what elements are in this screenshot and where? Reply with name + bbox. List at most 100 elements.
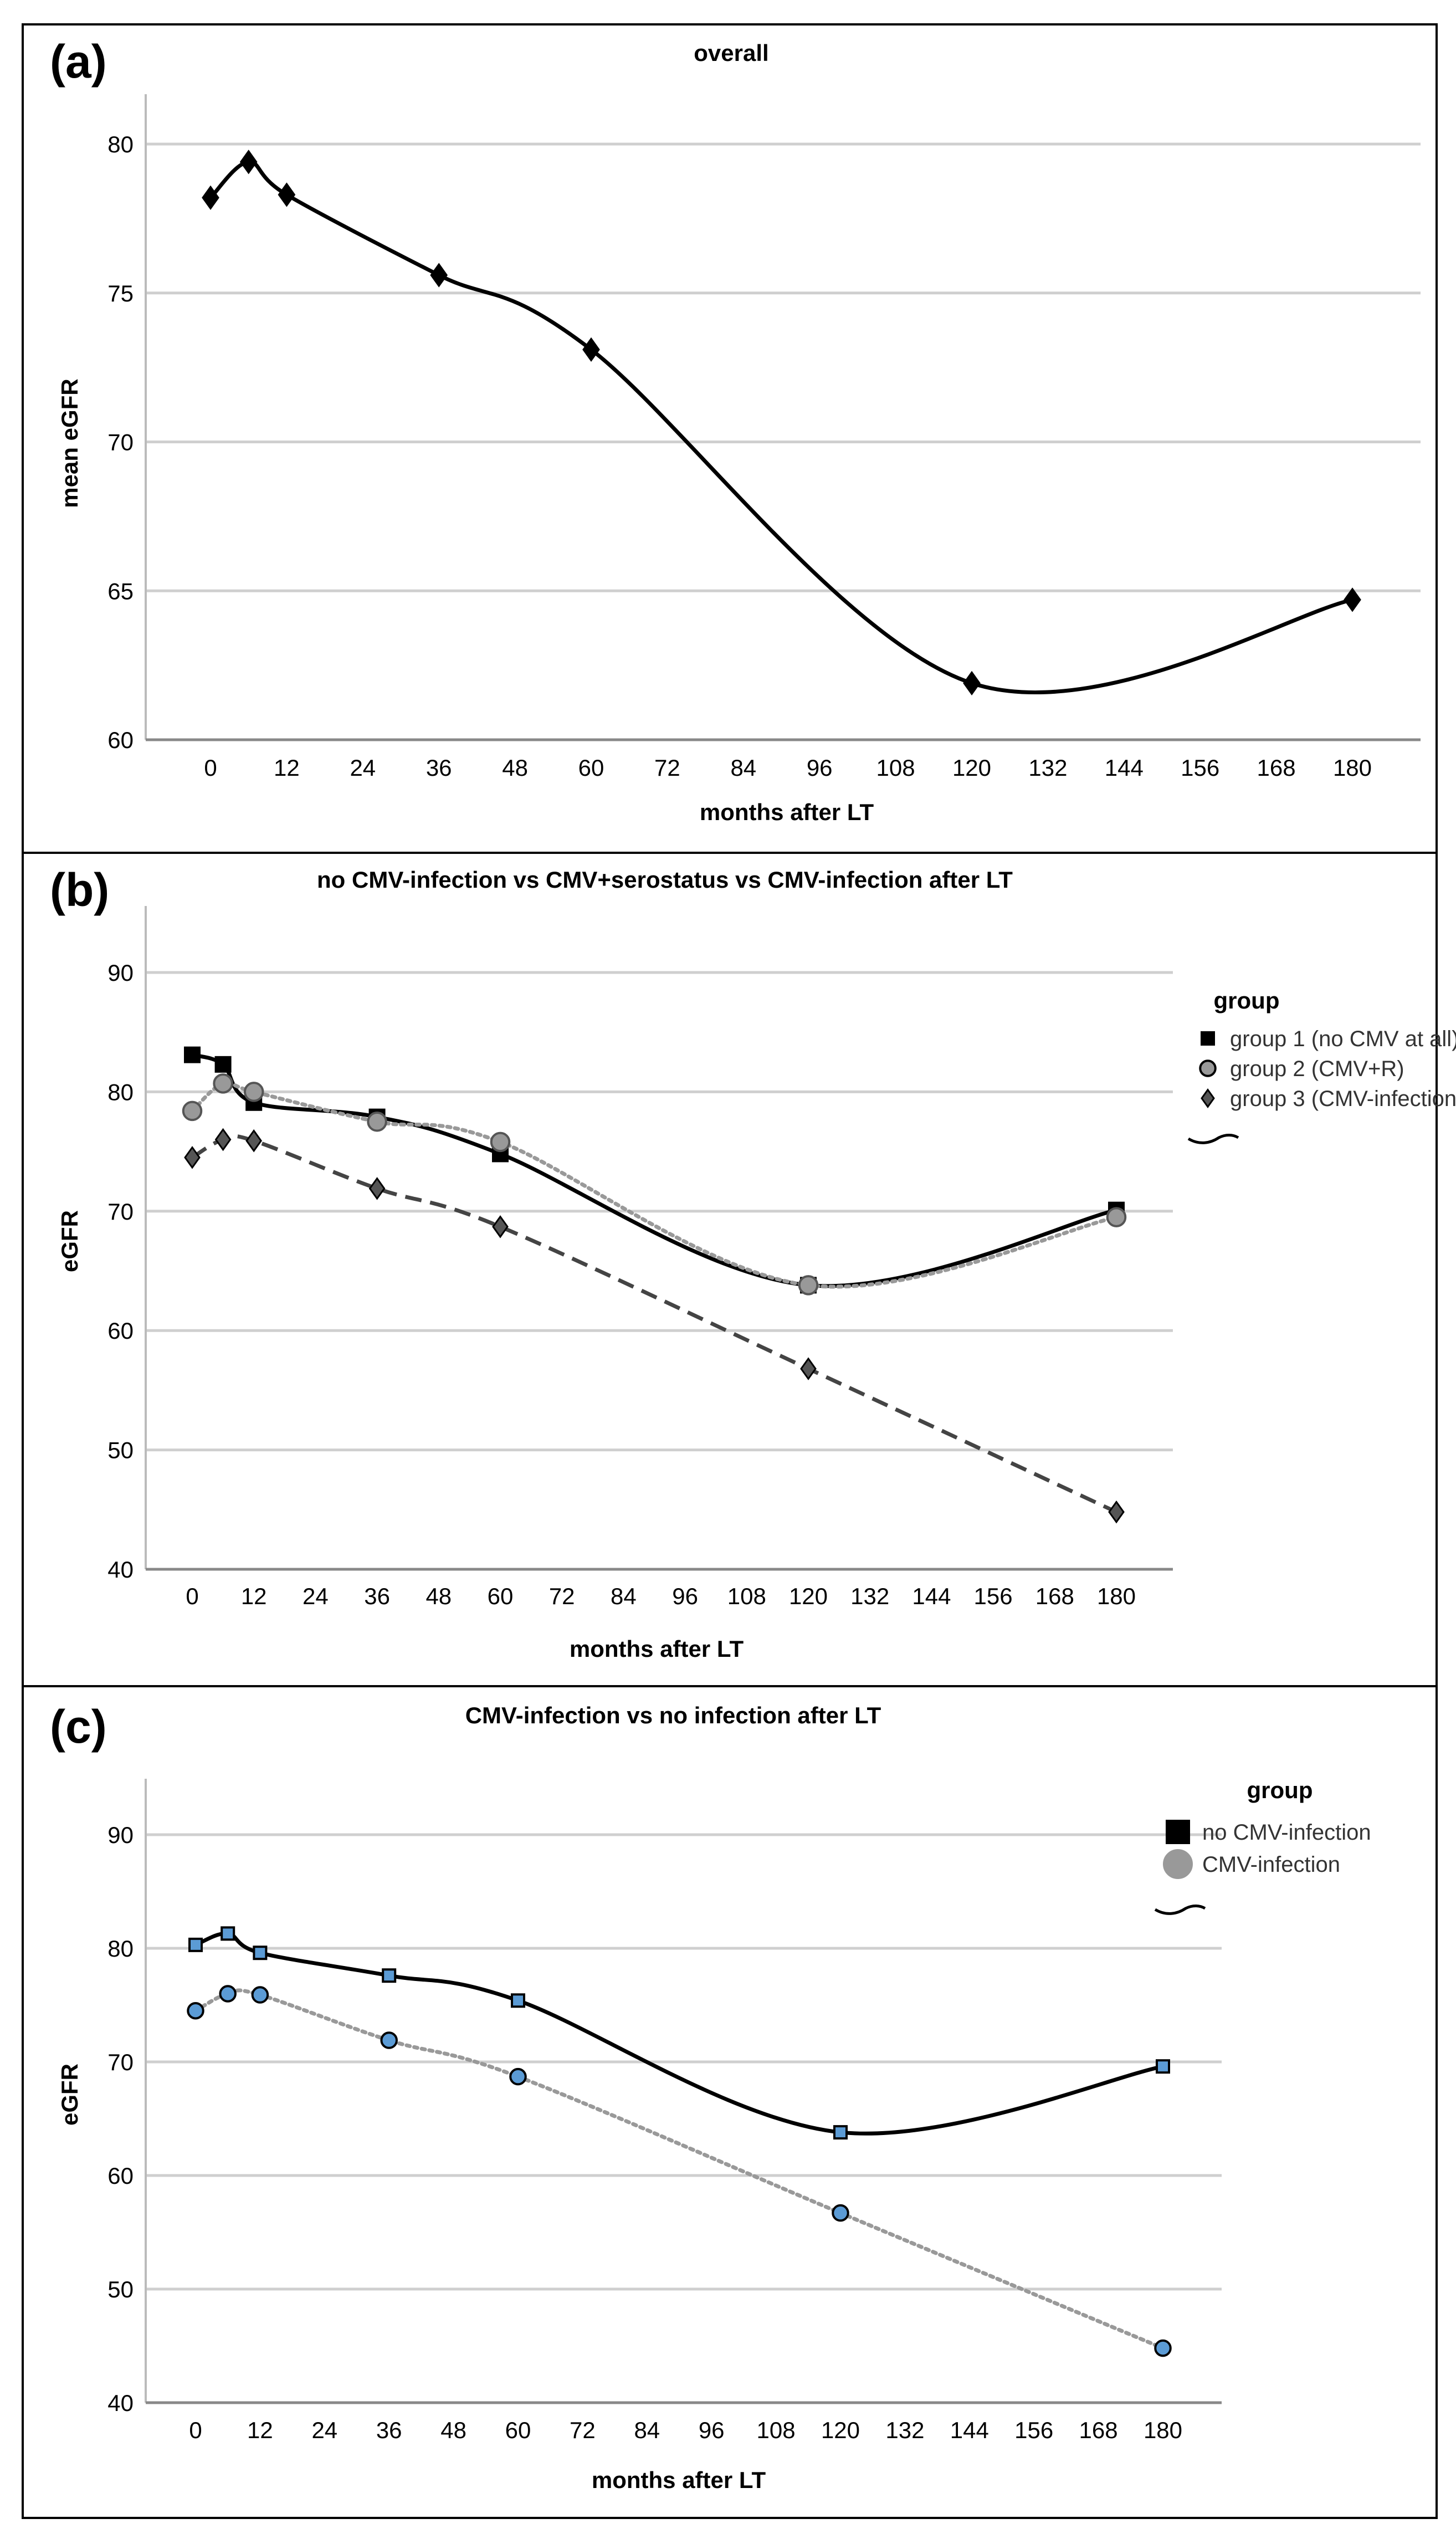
chart-title: overall (694, 40, 768, 66)
x-tick-label: 120 (821, 2417, 860, 2443)
square-marker (833, 2125, 848, 2140)
circle-marker (213, 1073, 233, 1094)
y-tick-label: 60 (107, 1318, 134, 1344)
x-tick-label: 72 (654, 755, 680, 781)
x-tick-label: 108 (876, 755, 915, 781)
series-line-3 (191, 1134, 1117, 1514)
x-tick-label: 84 (634, 2417, 660, 2443)
y-tick-label: 50 (107, 1437, 134, 1463)
circle-marker (367, 1112, 387, 1132)
x-tick-label: 156 (1014, 2417, 1053, 2443)
x-tick-label: 60 (578, 755, 604, 781)
square-marker (1166, 1820, 1190, 1844)
y-tick-label: 80 (107, 1936, 134, 1962)
panel-a: (a) overall months after LT mean eGFR 60… (22, 23, 1438, 854)
diamond-marker (214, 1128, 232, 1151)
x-tick-label: 0 (204, 755, 217, 781)
x-tick-label: 144 (912, 1583, 951, 1609)
x-tick-label: 156 (1181, 755, 1219, 781)
panel-b: (b) no CMV-infection vs CMV+serostatus v… (22, 852, 1456, 1687)
x-tick-label: 12 (247, 2417, 273, 2443)
x-tick-label: 24 (303, 1583, 329, 1609)
x-tick-label: 168 (1079, 2417, 1118, 2443)
x-tick-label: 156 (974, 1583, 1013, 1609)
y-tick-label: 90 (107, 1822, 134, 1848)
x-tick-label: 96 (807, 755, 833, 781)
circle-marker (490, 1132, 511, 1153)
y-axis-label: eGFR (57, 2064, 83, 2126)
x-axis-label: months after LT (700, 799, 874, 825)
square-marker (188, 1937, 203, 1952)
square-marker (214, 1056, 232, 1073)
x-tick-label: 60 (505, 2417, 531, 2443)
circle-marker (1163, 1849, 1193, 1879)
chart-title: no CMV-infection vs CMV+serostatus vs CM… (317, 867, 1013, 893)
chart-title: CMV-infection vs no infection after LT (465, 1702, 881, 1728)
y-tick-label: 80 (107, 131, 134, 157)
square-marker (382, 1968, 397, 1983)
x-tick-label: 0 (186, 1583, 198, 1609)
diamond-marker (245, 1129, 263, 1153)
circle-marker (187, 2002, 204, 2020)
x-tick-label: 12 (241, 1583, 267, 1609)
legend-item-label: no CMV-infection (1202, 1820, 1371, 1845)
circle-marker (509, 2067, 527, 2086)
x-tick-label: 48 (502, 755, 528, 781)
x-tick-label: 36 (364, 1583, 390, 1609)
legend: group no CMV-infection CMV-infection (1154, 1777, 1371, 1915)
y-axis-label: eGFR (57, 1210, 83, 1272)
y-tick-label: 60 (107, 727, 134, 753)
x-tick-label: 120 (789, 1583, 828, 1609)
y-tick-label: 70 (107, 1199, 134, 1225)
plot-area: 40 50 60 70 80 90 0 12 24 36 48 60 72 84 96 108 120 132 14… (107, 1779, 1222, 2443)
square-marker (184, 1046, 201, 1063)
y-axis-label: mean eGFR (57, 378, 83, 508)
y-tick-label: 90 (107, 960, 134, 986)
panel-c: (c) CMV-infection vs no infection after … (22, 1685, 1438, 2519)
x-tick-label: 132 (885, 2417, 924, 2443)
y-tick-label: 50 (107, 2276, 134, 2302)
diamond-marker (278, 182, 296, 207)
plot-area: 40 50 60 70 80 90 0 12 24 36 48 60 72 84 96 108 120 132 14… (107, 906, 1173, 1609)
square-marker (1156, 2059, 1170, 2074)
x-tick-label: 144 (1105, 755, 1144, 781)
circle-marker (219, 1985, 237, 2003)
x-tick-label: 168 (1035, 1583, 1074, 1609)
circle-marker (251, 1986, 269, 2004)
square-marker (221, 1926, 235, 1941)
panel-label: (a) (50, 35, 107, 88)
legend-title: group (1214, 987, 1280, 1013)
legend-title: group (1247, 1777, 1313, 1803)
circle-marker (380, 2031, 398, 2049)
panel-label: (c) (50, 1701, 107, 1753)
x-tick-label: 108 (727, 1583, 766, 1609)
x-tick-label: 36 (426, 755, 452, 781)
circle-marker (832, 2204, 849, 2222)
diamond-marker (202, 185, 219, 210)
x-tick-label: 180 (1097, 1583, 1136, 1609)
x-tick-label: 24 (311, 2417, 337, 2443)
circle-marker (1106, 1207, 1127, 1227)
x-tick-label: 120 (952, 755, 991, 781)
line-legend-icon (1187, 1134, 1239, 1144)
y-tick-label: 80 (107, 1079, 134, 1105)
y-tick-label: 40 (107, 2390, 134, 2416)
y-tick-label: 40 (107, 1557, 134, 1583)
y-tick-label: 75 (107, 280, 134, 306)
x-tick-label: 96 (699, 2417, 725, 2443)
diamond-marker (1344, 587, 1361, 612)
diamond-marker (1201, 1088, 1215, 1108)
x-tick-label: 36 (376, 2417, 402, 2443)
legend-item-label: CMV-infection (1202, 1852, 1340, 1877)
y-tick-label: 65 (107, 578, 134, 604)
x-tick-label: 24 (350, 755, 376, 781)
y-tick-label: 70 (107, 429, 134, 455)
diamond-marker (1108, 1500, 1125, 1524)
x-tick-label: 72 (549, 1583, 575, 1609)
x-tick-label: 60 (488, 1583, 514, 1609)
plot-area: 60 65 70 75 80 0 12 24 36 48 60 72 84 96 108 120 132 144 1… (107, 94, 1421, 781)
x-tick-label: 84 (611, 1583, 637, 1609)
square-marker (1201, 1031, 1215, 1046)
diamond-marker (963, 670, 981, 696)
diamond-marker (430, 263, 448, 288)
